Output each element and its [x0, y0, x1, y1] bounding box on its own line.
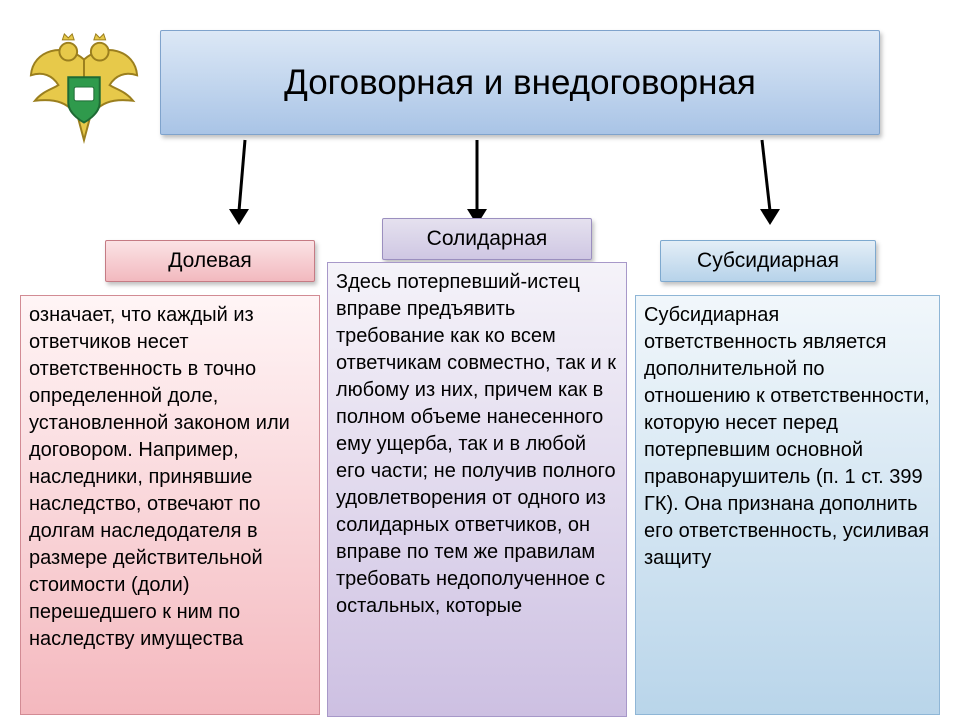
- c2-body-box: Здесь потерпевший-истец вправе предъявит…: [327, 262, 627, 717]
- c2-label-box: Солидарная: [382, 218, 592, 260]
- c2-label: Солидарная: [427, 227, 548, 251]
- c1-body-box: означает, что каждый из ответчиков несет…: [20, 295, 320, 715]
- diagram-canvas: Договорная и внедоговорнаяДолеваяозначае…: [0, 0, 960, 720]
- c3-body-text: Субсидиарная ответственность является до…: [644, 304, 930, 569]
- c3-body-box: Субсидиарная ответственность является до…: [635, 295, 940, 715]
- c3-label-box: Субсидиарная: [660, 240, 876, 282]
- c3-label: Субсидиарная: [697, 249, 839, 273]
- c1-body-text: означает, что каждый из ответчиков несет…: [29, 304, 290, 650]
- c2-body-text: Здесь потерпевший-истец вправе предъявит…: [336, 271, 616, 617]
- c1-label-box: Долевая: [105, 240, 315, 282]
- c1-label: Долевая: [168, 249, 252, 273]
